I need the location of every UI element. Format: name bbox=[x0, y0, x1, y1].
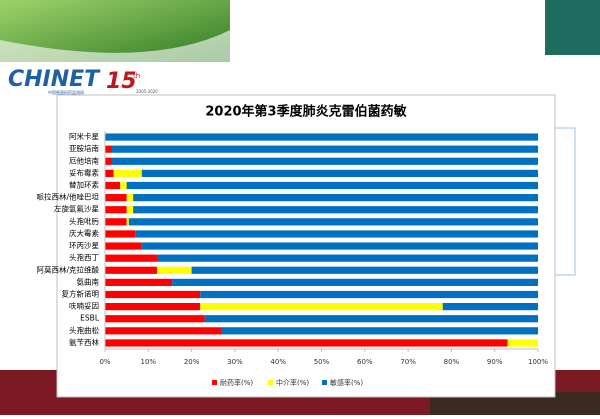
legend-swatch bbox=[268, 380, 273, 385]
bar-segment bbox=[105, 194, 127, 202]
logo-subtitle: 中国细菌耐药监测网 bbox=[48, 89, 84, 95]
y-tick-label: 头孢西丁 bbox=[69, 252, 99, 262]
x-tick-label: 50% bbox=[314, 358, 330, 366]
bar-segment bbox=[204, 315, 538, 323]
leaf-fade bbox=[0, 30, 230, 62]
bar-segment bbox=[105, 157, 112, 165]
bar-segment bbox=[105, 242, 142, 250]
bar-segment bbox=[105, 266, 157, 274]
logo-suffix: th bbox=[133, 72, 140, 80]
legend-label: 耐药率(%) bbox=[220, 378, 253, 387]
y-tick-label: 环丙沙星 bbox=[69, 241, 99, 250]
legend-label: 敏感率(%) bbox=[330, 378, 363, 387]
x-tick-label: 60% bbox=[357, 358, 373, 366]
bar-segment bbox=[141, 242, 538, 250]
bar-segment bbox=[507, 339, 538, 347]
y-tick-label: 复方新诺明 bbox=[62, 289, 100, 299]
bar-segment bbox=[126, 206, 134, 214]
bar-segment bbox=[105, 133, 538, 141]
bar-segment bbox=[191, 266, 538, 274]
y-tick-label: 头孢曲松 bbox=[69, 325, 99, 335]
legend-swatch bbox=[212, 380, 217, 385]
x-tick-label: 80% bbox=[444, 358, 460, 366]
bottom-texture bbox=[430, 392, 600, 415]
bar-segment bbox=[126, 218, 129, 226]
bar-segment bbox=[156, 254, 538, 262]
bar-segment bbox=[105, 169, 114, 177]
y-tick-label: 妥布霉素 bbox=[69, 167, 99, 177]
bar-segment bbox=[105, 145, 112, 153]
chart-title: 2020年第3季度肺炎克雷伯菌药敏 bbox=[205, 104, 407, 120]
y-tick-label: 亚胺培南 bbox=[69, 143, 99, 153]
bar-segment bbox=[156, 266, 192, 274]
y-tick-label: 庆大霉素 bbox=[69, 228, 99, 238]
y-tick-label: 阿米卡星 bbox=[69, 131, 99, 141]
bar-segment bbox=[113, 169, 142, 177]
x-tick-label: 10% bbox=[141, 358, 157, 366]
bar-segment bbox=[105, 254, 157, 262]
logo-years: 2005-2020 bbox=[136, 89, 158, 94]
legend-label: 中介率(%) bbox=[276, 378, 309, 387]
y-tick-label: 替加环素 bbox=[69, 180, 99, 190]
bar-segment bbox=[200, 303, 443, 311]
x-tick-label: 30% bbox=[227, 358, 243, 366]
legend-swatch bbox=[322, 380, 327, 385]
bar-segment bbox=[111, 145, 539, 153]
y-tick-label: 呋喃妥因 bbox=[69, 301, 99, 311]
bar-segment bbox=[133, 206, 538, 214]
y-tick-label: 哌拉西林/他唑巴坦 bbox=[36, 192, 99, 202]
bar-segment bbox=[105, 339, 508, 347]
y-tick-label: 阿莫西林/克拉维酸 bbox=[36, 264, 99, 274]
y-tick-label: ESBL bbox=[80, 314, 100, 323]
x-tick-label: 0% bbox=[99, 358, 110, 366]
bar-segment bbox=[172, 278, 539, 286]
logo-anniversary: 15 bbox=[106, 69, 137, 94]
corner-block bbox=[545, 0, 600, 55]
bar-segment bbox=[221, 327, 538, 335]
bar-segment bbox=[105, 327, 222, 335]
y-tick-label: 厄他培南 bbox=[69, 155, 99, 165]
x-tick-label: 40% bbox=[270, 358, 286, 366]
logo-brand: CHINET bbox=[8, 67, 101, 92]
bar-segment bbox=[128, 218, 538, 226]
bar-segment bbox=[105, 181, 121, 190]
bar-segment bbox=[126, 181, 539, 190]
bar-segment bbox=[105, 218, 127, 226]
bar-segment bbox=[105, 206, 127, 214]
y-tick-label: 氨苄西林 bbox=[69, 337, 99, 347]
bar-segment bbox=[105, 290, 201, 299]
y-tick-label: 头孢吡肟 bbox=[69, 216, 99, 226]
bar-segment bbox=[105, 303, 201, 311]
bar-segment bbox=[120, 181, 127, 190]
bar-segment bbox=[126, 194, 134, 202]
bar-segment bbox=[105, 278, 173, 286]
bar-segment bbox=[133, 194, 538, 202]
bar-segment bbox=[105, 230, 136, 238]
bar-segment bbox=[105, 315, 205, 323]
y-tick-label: 左旋氧氟沙星 bbox=[54, 204, 99, 214]
x-tick-label: 70% bbox=[400, 358, 416, 366]
x-tick-label: 90% bbox=[487, 358, 503, 366]
bar-segment bbox=[141, 169, 538, 177]
bar-segment bbox=[135, 230, 538, 238]
bar-segment bbox=[200, 290, 538, 299]
x-tick-label: 100% bbox=[528, 358, 548, 366]
bar-segment bbox=[111, 157, 539, 165]
x-tick-label: 20% bbox=[184, 358, 200, 366]
bar-segment bbox=[442, 303, 538, 311]
y-tick-label: 氨曲南 bbox=[77, 276, 100, 286]
